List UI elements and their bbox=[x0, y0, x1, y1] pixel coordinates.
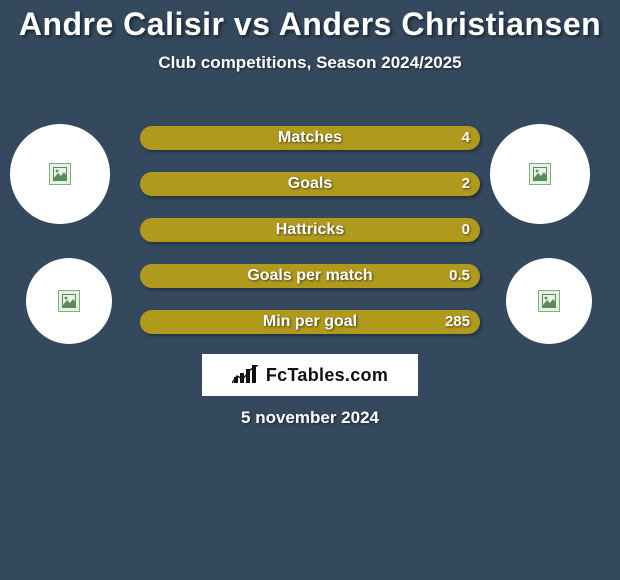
stat-value-right: 285 bbox=[445, 310, 470, 334]
stat-label: Matches bbox=[140, 126, 480, 150]
stat-bar: Matches4 bbox=[140, 126, 480, 150]
broken-image-icon bbox=[538, 290, 560, 312]
stat-value-right: 2 bbox=[462, 172, 470, 196]
broken-image-icon bbox=[58, 290, 80, 312]
branding-text: FcTables.com bbox=[266, 365, 388, 386]
stat-label: Hattricks bbox=[140, 218, 480, 242]
stat-label: Goals per match bbox=[140, 264, 480, 288]
broken-image-icon bbox=[529, 163, 551, 185]
stat-value-right: 0 bbox=[462, 218, 470, 242]
comparison-bars: Matches4Goals2Hattricks0Goals per match0… bbox=[140, 126, 480, 356]
club-badge-left bbox=[26, 258, 112, 344]
branding-badge: FcTables.com bbox=[202, 354, 418, 396]
stat-label: Min per goal bbox=[140, 310, 480, 334]
page-subtitle: Club competitions, Season 2024/2025 bbox=[0, 53, 620, 73]
comparison-infographic: Andre Calisir vs Anders Christiansen Clu… bbox=[0, 0, 620, 580]
bars-logo-icon bbox=[232, 365, 260, 385]
stat-bar: Min per goal285 bbox=[140, 310, 480, 334]
player-avatar-right bbox=[490, 124, 590, 224]
stat-bar: Hattricks0 bbox=[140, 218, 480, 242]
stat-value-right: 0.5 bbox=[449, 264, 470, 288]
club-badge-right bbox=[506, 258, 592, 344]
generation-date: 5 november 2024 bbox=[0, 408, 620, 428]
stat-bar: Goals per match0.5 bbox=[140, 264, 480, 288]
page-title: Andre Calisir vs Anders Christiansen bbox=[0, 0, 620, 43]
player-avatar-left bbox=[10, 124, 110, 224]
stat-label: Goals bbox=[140, 172, 480, 196]
broken-image-icon bbox=[49, 163, 71, 185]
stat-value-right: 4 bbox=[462, 126, 470, 150]
stat-bar: Goals2 bbox=[140, 172, 480, 196]
